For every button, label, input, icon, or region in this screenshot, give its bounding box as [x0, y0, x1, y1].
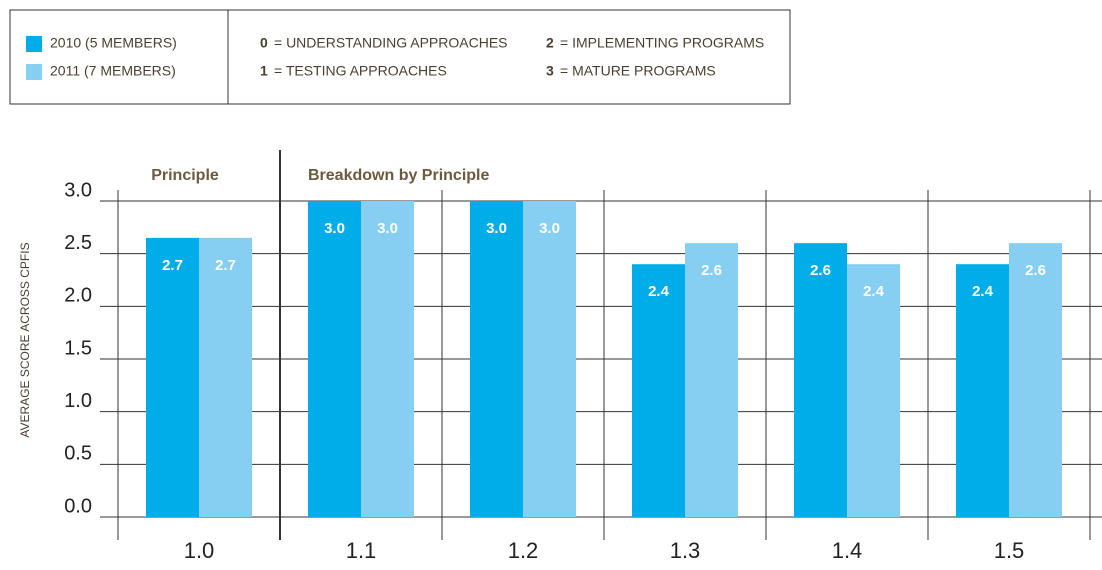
key-score: 2: [546, 35, 554, 51]
data-label: 3.0: [324, 220, 345, 237]
key-score: 1: [260, 63, 268, 79]
legend-label: 2011 (7 MEMBERS): [50, 63, 176, 79]
x-tick-label: 1.1: [346, 538, 377, 563]
bar: [956, 264, 1009, 517]
x-tick-label: 1.5: [994, 538, 1025, 563]
annotation: Breakdown by Principle: [308, 167, 489, 184]
y-tick-label: 2.0: [64, 285, 92, 307]
y-tick-label: 1.0: [64, 390, 92, 412]
bar: [685, 243, 738, 517]
bar: [199, 237, 252, 517]
bar: [632, 264, 685, 517]
legend-swatch: [26, 36, 42, 52]
data-label: 2.6: [1025, 262, 1046, 279]
key-text: = TESTING APPROACHES: [274, 63, 447, 79]
y-tick-label: 1.5: [64, 337, 92, 359]
data-label: 2.6: [701, 262, 722, 279]
legend-box: [9, 9, 791, 105]
legend-swatch: [26, 64, 42, 80]
x-tick-label: 1.2: [508, 538, 539, 563]
key-score: 3: [546, 63, 554, 79]
key-text: = UNDERSTANDING APPROACHES: [274, 35, 508, 51]
bar: [794, 243, 847, 517]
y-tick-label: 2.5: [64, 232, 92, 254]
bar: [361, 201, 414, 517]
key-text: = MATURE PROGRAMS: [560, 63, 716, 79]
y-axis-label: AVERAGE SCORE ACROSS CPFIS: [18, 242, 32, 437]
key-score: 0: [260, 35, 268, 51]
bar: [470, 201, 523, 517]
bar: [847, 264, 900, 517]
data-label: 3.0: [539, 220, 560, 237]
y-tick-label: 0.5: [64, 443, 92, 465]
x-tick-label: 1.3: [670, 538, 701, 563]
bar: [523, 201, 576, 517]
data-label: 3.0: [486, 220, 507, 237]
bar: [1009, 243, 1062, 517]
data-label: 3.0: [377, 220, 398, 237]
data-label: 2.4: [863, 283, 885, 300]
annotation: Principle: [151, 167, 219, 184]
key-text: = IMPLEMENTING PROGRAMS: [560, 35, 764, 51]
bar: [146, 237, 199, 517]
data-label: 2.4: [972, 283, 994, 300]
bar: [308, 201, 361, 517]
data-label: 2.7: [215, 257, 236, 274]
x-tick-label: 1.0: [184, 538, 215, 563]
data-label: 2.4: [648, 283, 670, 300]
y-tick-label: 0.0: [64, 495, 92, 517]
x-tick-label: 1.4: [832, 538, 863, 563]
data-label: 2.6: [810, 262, 831, 279]
y-tick-label: 3.0: [64, 179, 92, 201]
legend-label: 2010 (5 MEMBERS): [50, 35, 177, 51]
data-label: 2.7: [162, 257, 183, 274]
